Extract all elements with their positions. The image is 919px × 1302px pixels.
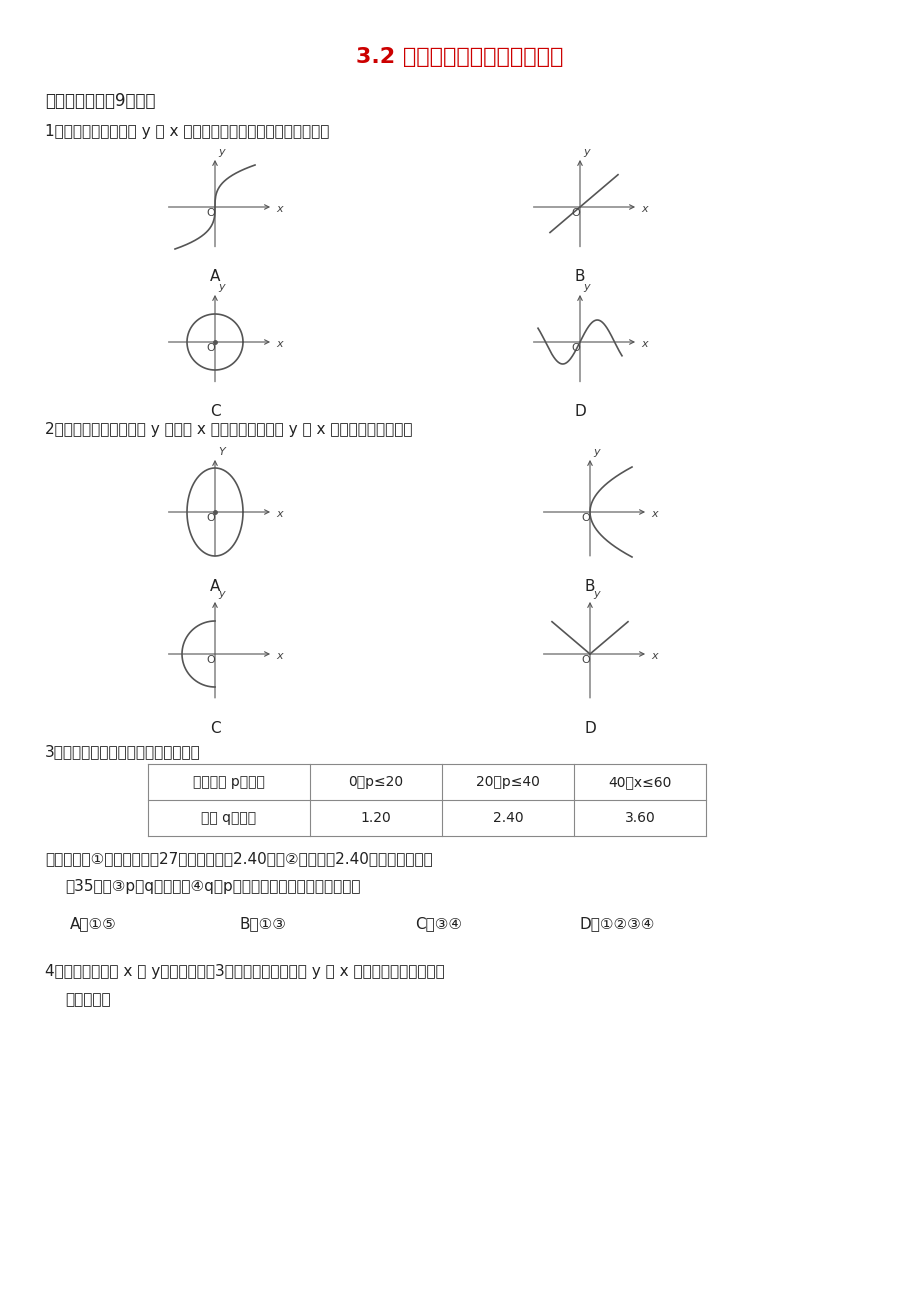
Text: O: O: [571, 342, 579, 353]
Text: Y: Y: [218, 447, 224, 457]
Text: 0＜p≤20: 0＜p≤20: [348, 775, 403, 789]
Text: O: O: [581, 655, 589, 665]
Text: x: x: [276, 204, 282, 214]
Text: x: x: [651, 651, 657, 661]
Text: 20＜p≤40: 20＜p≤40: [475, 775, 539, 789]
Text: 邮资 q（元）: 邮资 q（元）: [201, 811, 256, 825]
Text: 3.2 用关系式表示的变量间关系: 3.2 用关系式表示的变量间关系: [356, 47, 563, 66]
Text: A．①⑤: A．①⑤: [70, 917, 117, 931]
Text: 3．在国内投寄平信应付邮资如下表：: 3．在国内投寄平信应付邮资如下表：: [45, 743, 200, 759]
Text: 为35克；③p是q的函数；④q是p的函数，其中正确的是（　　）: 为35克；③p是q的函数；④q是p的函数，其中正确的是（ ）: [65, 879, 360, 894]
Text: 4．已知两个变量 x 和 y，它们之间的3组对应值如下表，则 y 与 x 之间的函数关系式可能: 4．已知两个变量 x 和 y，它们之间的3组对应值如下表，则 y 与 x 之间的…: [45, 963, 444, 979]
Text: O: O: [571, 208, 579, 217]
Text: 信件质量 p（克）: 信件质量 p（克）: [193, 775, 265, 789]
Text: 下列表述：①若信件质量为27克，则邮资为2.40元；②若邮资为2.40元，则信件质量: 下列表述：①若信件质量为27克，则邮资为2.40元；②若邮资为2.40元，则信件…: [45, 852, 432, 866]
Text: y: y: [593, 447, 599, 457]
Text: B: B: [584, 579, 595, 594]
Text: B．①③: B．①③: [240, 917, 287, 931]
Text: O: O: [581, 513, 589, 523]
Text: C: C: [210, 721, 220, 736]
Text: x: x: [641, 204, 647, 214]
Text: 2．下列曲线反映了变量 y 随变量 x 之间的关系，其中 y 是 x 的函数的是（　　）: 2．下列曲线反映了变量 y 随变量 x 之间的关系，其中 y 是 x 的函数的是…: [45, 422, 412, 437]
Text: O: O: [206, 655, 214, 665]
Text: x: x: [651, 509, 657, 519]
Text: 2.40: 2.40: [493, 811, 523, 825]
Text: O: O: [206, 513, 214, 523]
Text: 1.20: 1.20: [360, 811, 391, 825]
Text: x: x: [641, 339, 647, 349]
Text: y: y: [218, 147, 224, 158]
Text: x: x: [276, 339, 282, 349]
Text: D．①②③④: D．①②③④: [579, 917, 654, 931]
Text: x: x: [276, 509, 282, 519]
Text: x: x: [276, 651, 282, 661]
Text: 40＜x≤60: 40＜x≤60: [607, 775, 671, 789]
Text: 3.60: 3.60: [624, 811, 654, 825]
Text: 1．下列曲线所表示的 y 与 x 之间关系不是函数关系的是（　　）: 1．下列曲线所表示的 y 与 x 之间关系不是函数关系的是（ ）: [45, 124, 329, 139]
Text: D: D: [573, 404, 585, 419]
Text: O: O: [206, 342, 214, 353]
Text: A: A: [210, 579, 220, 594]
Text: D: D: [584, 721, 596, 736]
Text: y: y: [593, 589, 599, 599]
Text: y: y: [218, 589, 224, 599]
Text: 一．选择题（兲9小题）: 一．选择题（兲9小题）: [45, 92, 155, 109]
Text: 是（　　）: 是（ ）: [65, 992, 110, 1006]
Text: O: O: [206, 208, 214, 217]
Text: y: y: [583, 283, 589, 292]
Text: y: y: [583, 147, 589, 158]
Text: y: y: [218, 283, 224, 292]
Text: B: B: [574, 270, 584, 284]
Text: A: A: [210, 270, 220, 284]
Text: C: C: [210, 404, 220, 419]
Text: C．③④: C．③④: [414, 917, 461, 931]
